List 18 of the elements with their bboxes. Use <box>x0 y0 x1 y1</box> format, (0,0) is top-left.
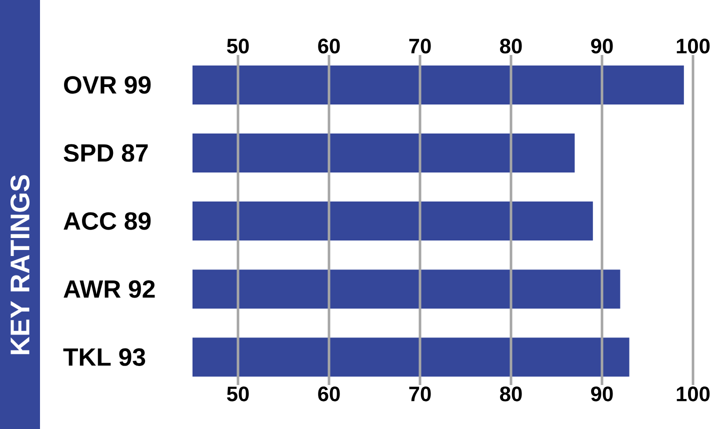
x-tick-label: 70 <box>409 386 431 402</box>
x2-tick-label: 60 <box>318 38 340 54</box>
x-tick-label: 80 <box>500 386 522 402</box>
y-tick-label: OVR 99 <box>64 76 151 94</box>
x2-tick-label: 100 <box>676 38 710 54</box>
x2-tick-label: 50 <box>227 38 249 54</box>
y-tick-label: SPD 87 <box>64 144 148 162</box>
text: KEY RATINGS <box>10 175 30 354</box>
x-tick-label: 60 <box>318 386 340 402</box>
x2-tick-label: 70 <box>409 38 431 54</box>
x-tick-label: 100 <box>676 386 710 402</box>
x2-tick-label: 90 <box>591 38 613 54</box>
y-tick-label: TKL 93 <box>63 348 146 366</box>
y-tick-label: ACC 89 <box>64 212 151 230</box>
x2-tick-label: 80 <box>500 38 522 54</box>
x-tick-label: 50 <box>227 386 249 402</box>
x-tick-label: 90 <box>591 386 613 402</box>
y-tick-label: AWR 92 <box>64 280 155 298</box>
